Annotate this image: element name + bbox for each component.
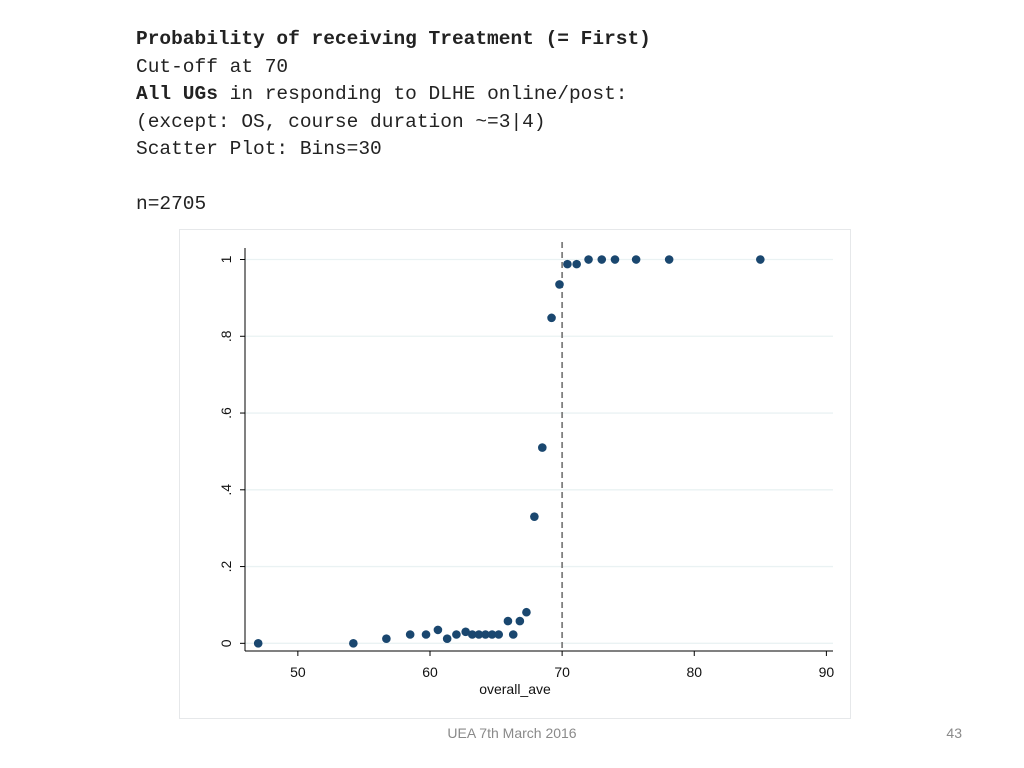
scatter-point bbox=[555, 280, 564, 289]
cutoff-line-text: Cut-off at 70 bbox=[136, 55, 289, 78]
scatter-point bbox=[664, 255, 674, 264]
sample-size: n=2705 bbox=[136, 192, 207, 215]
scatter-point bbox=[494, 630, 503, 639]
y-tick-label: 0 bbox=[218, 639, 234, 647]
scatter-point bbox=[442, 634, 452, 644]
scatter-point bbox=[572, 259, 581, 269]
x-tick-label: 90 bbox=[819, 664, 835, 680]
scatter-point bbox=[433, 625, 443, 635]
scatter-point bbox=[349, 639, 358, 648]
scatter-point bbox=[530, 512, 539, 521]
label-layer: 0 .2 .4 .6 .8 1 50 60 70 80 90 overall_ave bbox=[218, 255, 834, 697]
scatter-point bbox=[631, 255, 641, 264]
scatter-point bbox=[421, 630, 431, 639]
scatter-point bbox=[382, 634, 391, 644]
scatter-line: Scatter Plot: Bins=30 bbox=[136, 138, 382, 160]
x-tick-label: 50 bbox=[290, 664, 306, 680]
scatter-point bbox=[503, 616, 513, 626]
scatter-point bbox=[597, 255, 607, 264]
scatter-point bbox=[522, 607, 531, 617]
scatter-point bbox=[481, 630, 490, 639]
scatter-point bbox=[547, 313, 556, 323]
slide-header: Probability of receiving Treatment (= Fi… bbox=[136, 26, 651, 218]
sample-line: All UGs in responding to DLHE online/pos… bbox=[136, 81, 651, 109]
scatter-point bbox=[508, 630, 518, 639]
y-tick-label: .6 bbox=[218, 407, 234, 419]
scatter-point bbox=[461, 627, 470, 637]
scatter-point bbox=[584, 255, 593, 264]
x-tick-label: 80 bbox=[686, 664, 702, 680]
y-tick-label: 1 bbox=[218, 255, 234, 263]
sample-bold: All UGs bbox=[136, 83, 218, 105]
y-tick-label: .8 bbox=[218, 330, 234, 342]
grid-layer bbox=[245, 258, 833, 644]
scatter-point bbox=[487, 630, 497, 639]
chart-title: Probability of receiving Treatment (= Fi… bbox=[136, 28, 651, 50]
scatter-point bbox=[452, 630, 461, 639]
y-tick-label: .4 bbox=[218, 484, 234, 496]
axis-layer bbox=[240, 248, 833, 656]
scatter-point bbox=[610, 255, 620, 264]
points-layer bbox=[253, 255, 765, 648]
x-axis-title: overall_ave bbox=[479, 681, 551, 697]
x-tick-label: 60 bbox=[422, 664, 438, 680]
title-line: Probability of receiving Treatment (= Fi… bbox=[136, 26, 651, 54]
x-tick-label: 70 bbox=[554, 664, 570, 680]
page-number: 43 bbox=[946, 725, 962, 741]
y-tick-label: .2 bbox=[218, 561, 234, 573]
scatter-point bbox=[515, 616, 525, 626]
scatter-point bbox=[563, 259, 572, 269]
scatter-point bbox=[467, 630, 477, 639]
footer-date: UEA 7th March 2016 bbox=[447, 725, 577, 741]
scatter-point bbox=[538, 443, 547, 452]
except-line: (except: OS, course duration ~=3|4) bbox=[136, 110, 546, 133]
scatter-point bbox=[405, 630, 415, 639]
scatter-point bbox=[474, 630, 484, 639]
sample-rest: in responding to DLHE online/post: bbox=[217, 83, 628, 105]
scatter-point bbox=[756, 255, 765, 264]
scatter-point bbox=[253, 639, 263, 648]
